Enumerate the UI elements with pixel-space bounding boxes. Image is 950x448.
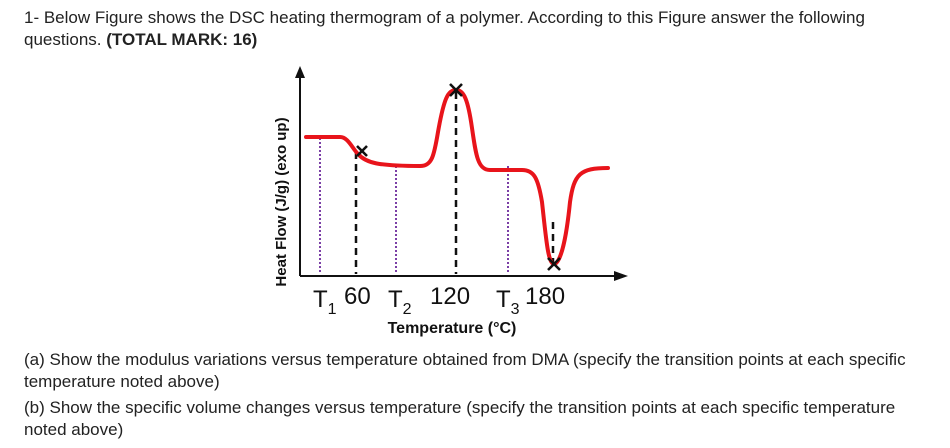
x-axis-arrow: [614, 271, 628, 281]
marker-180-x: [547, 257, 561, 271]
marker-60-x: [356, 145, 368, 157]
tick-label-t1: T1: [313, 286, 337, 318]
dsc-curve: [304, 88, 610, 266]
question-part-a: (a) Show the modulus variations versus t…: [24, 350, 906, 391]
question-text: 1- Below Figure shows the DSC heating th…: [24, 8, 865, 49]
y-axis-arrow: [295, 66, 305, 78]
tick-label-60: 60: [344, 283, 371, 310]
x-axis-label: Temperature (°C): [388, 320, 517, 337]
question-header: 1- Below Figure shows the DSC heating th…: [24, 7, 924, 51]
tick-label-t2: T2: [388, 286, 412, 318]
tick-label-180: 180: [525, 283, 565, 310]
tick-label-120: 120: [430, 283, 470, 310]
marker-120-x: [449, 83, 463, 97]
total-mark: (TOTAL MARK: 16): [106, 30, 258, 49]
dsc-thermogram-figure: Heat Flow (J/g) (exo up) T1 60 T2 120 T3…: [273, 66, 628, 337]
question-part-b: (b) Show the specific volume changes ver…: [24, 398, 896, 439]
y-axis-label: Heat Flow (J/g) (exo up): [273, 117, 290, 286]
tick-label-t3: T3: [496, 286, 520, 318]
